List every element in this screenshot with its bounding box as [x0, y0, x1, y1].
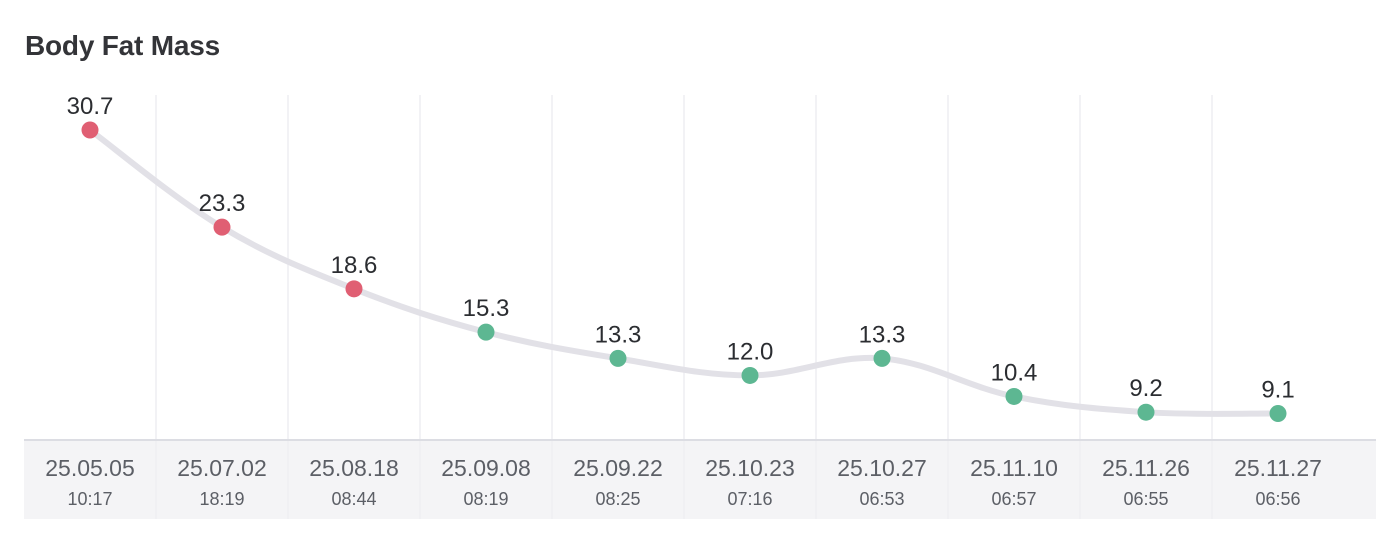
data-label: 10.4	[991, 359, 1038, 386]
data-point-25.10.23[interactable]	[741, 366, 759, 384]
x-tick-time: 08:19	[463, 489, 508, 509]
x-tick-date: 25.10.27	[837, 455, 927, 481]
x-tick-date: 25.09.22	[573, 455, 663, 481]
data-point-25.05.05[interactable]	[81, 121, 99, 139]
x-tick-date: 25.08.18	[309, 455, 399, 481]
data-label: 12.0	[727, 338, 774, 365]
data-point-25.09.22[interactable]	[609, 349, 627, 367]
data-point-25.11.27[interactable]	[1269, 405, 1287, 422]
data-label: 15.3	[463, 295, 510, 322]
data-label: 9.1	[1261, 377, 1294, 404]
x-tick-time: 06:56	[1255, 489, 1300, 509]
x-tick-date: 25.09.08	[441, 455, 531, 481]
data-point-25.09.08[interactable]	[477, 323, 495, 341]
x-tick-date: 25.11.27	[1234, 455, 1322, 481]
data-point-25.07.02[interactable]	[213, 218, 231, 236]
x-tick-time: 08:25	[595, 489, 640, 509]
x-axis-band	[24, 440, 1376, 519]
data-point-25.11.26[interactable]	[1137, 403, 1155, 421]
x-tick-time: 07:16	[727, 489, 772, 509]
x-tick-date: 25.11.26	[1102, 455, 1190, 481]
data-point-25.10.27[interactable]	[873, 349, 891, 367]
x-tick-time: 08:44	[331, 489, 376, 509]
data-label: 18.6	[331, 252, 378, 279]
x-tick-time: 18:19	[199, 489, 244, 509]
data-label: 13.3	[859, 321, 906, 348]
x-tick-date: 25.07.02	[177, 455, 267, 481]
data-label: 30.7	[67, 93, 114, 120]
x-tick-time: 06:57	[991, 489, 1036, 509]
data-point-25.08.18[interactable]	[345, 280, 363, 298]
x-tick-date: 25.11.10	[970, 455, 1058, 481]
x-tick-date: 25.10.23	[705, 455, 795, 481]
data-label: 23.3	[199, 190, 246, 217]
chart-title: Body Fat Mass	[25, 30, 220, 61]
x-tick-time: 06:53	[859, 489, 904, 509]
data-label: 13.3	[595, 321, 642, 348]
data-point-25.11.10[interactable]	[1005, 387, 1023, 405]
x-tick-time: 10:17	[67, 489, 112, 509]
x-tick-date: 25.05.05	[45, 455, 135, 481]
x-tick-time: 06:55	[1123, 489, 1168, 509]
series-line	[87, 127, 1281, 417]
data-label: 9.2	[1129, 375, 1162, 402]
